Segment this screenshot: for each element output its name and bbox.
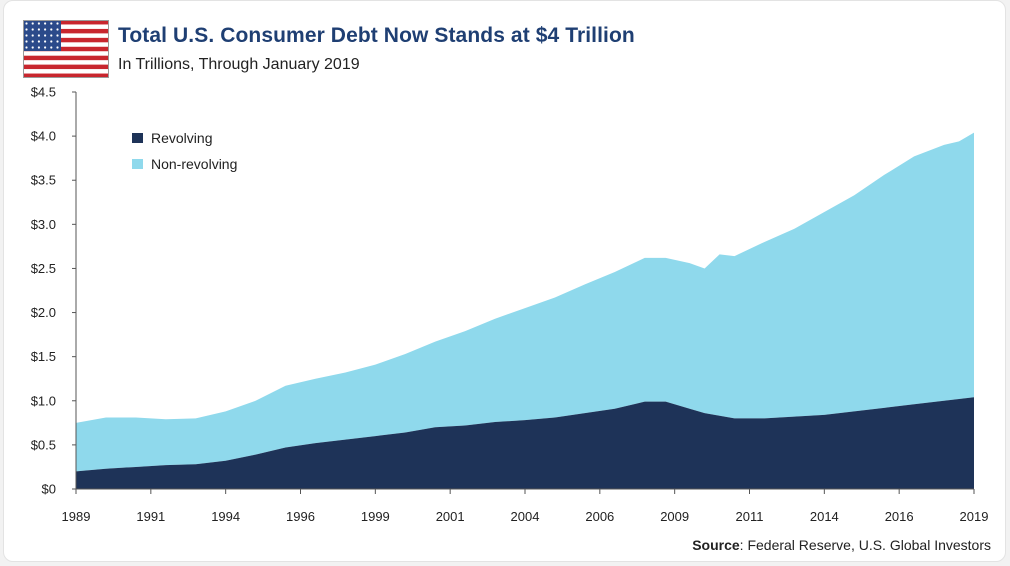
x-tick-label: 2009 — [660, 509, 689, 524]
y-tick-label: $4.0 — [31, 129, 56, 144]
x-tick-label: 1999 — [361, 509, 390, 524]
y-tick-label: $3.0 — [31, 217, 56, 232]
x-tick-label: 1994 — [211, 509, 240, 524]
x-tick-label: 2019 — [960, 509, 989, 524]
area-chart: $0 $0.5 $1.0 $1.5 $2.0 $2.5 $3.0 $3.5 $4.0 $4.5 19… — [31, 85, 989, 525]
x-tick-label: 1996 — [286, 509, 315, 524]
y-tick-label: $1.5 — [31, 349, 56, 364]
y-tick-label: $2.0 — [31, 305, 56, 320]
x-tick-label: 2004 — [511, 509, 540, 524]
y-tick-label: $3.5 — [31, 173, 56, 188]
y-tick-label: $0.5 — [31, 437, 56, 452]
source-label: Source — [692, 537, 740, 553]
us-flag-icon — [23, 20, 109, 78]
chart-subtitle: In Trillions, Through January 2019 — [118, 56, 360, 73]
chart-title: Total U.S. Consumer Debt Now Stands at $… — [118, 24, 635, 47]
legend-swatch — [132, 133, 143, 143]
y-tick-label: $4.5 — [31, 85, 56, 100]
legend-label: Revolving — [151, 130, 212, 146]
x-tick-label: 1991 — [136, 509, 165, 524]
series-revolving-area — [76, 397, 974, 489]
x-tick-label: 2016 — [885, 509, 914, 524]
x-tick-label: 2001 — [436, 509, 465, 524]
x-tick-label: 2014 — [810, 509, 839, 524]
y-tick-label: $1.0 — [31, 393, 56, 408]
chart-card: Total U.S. Consumer Debt Now Stands at $… — [3, 0, 1006, 562]
y-tick-label: $0 — [42, 482, 56, 497]
source-text: : Federal Reserve, U.S. Global Investors — [739, 537, 991, 553]
source-note: Source: Federal Reserve, U.S. Global Inv… — [692, 537, 991, 553]
legend-swatch — [132, 159, 143, 169]
x-tick-label: 2011 — [736, 509, 764, 524]
y-tick-label: $2.5 — [31, 261, 56, 276]
x-tick-label: 2006 — [585, 509, 614, 524]
x-tick-label: 1989 — [62, 509, 91, 524]
series-non-revolving-area — [76, 132, 974, 472]
legend-label: Non-revolving — [151, 156, 237, 172]
